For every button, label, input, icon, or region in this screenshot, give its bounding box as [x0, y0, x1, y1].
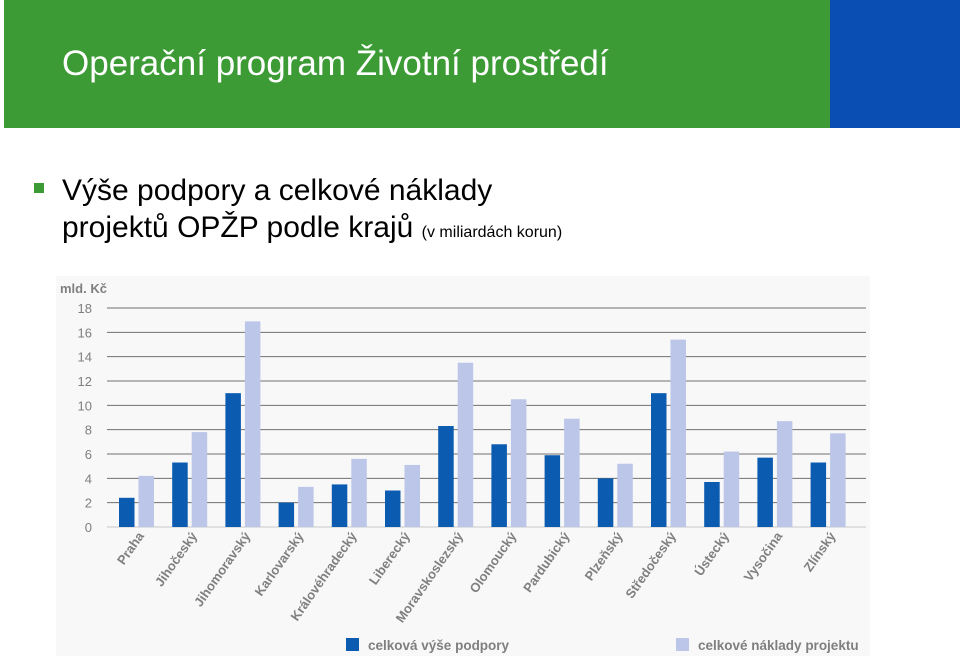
legend-label: celkové náklady projektu — [698, 638, 859, 653]
bar-support — [757, 457, 773, 527]
bar-cost — [830, 433, 846, 527]
bar-cost — [351, 458, 367, 527]
bar-cost — [723, 451, 740, 527]
bar-support — [172, 462, 188, 527]
x-tick-label: Jihočeský — [152, 528, 201, 589]
bar-cost — [564, 418, 580, 527]
legend-swatch — [346, 638, 359, 651]
y-tick-label: 16 — [78, 325, 92, 340]
x-tick-label: Liberecký — [366, 528, 414, 587]
y-tick-label: 2 — [85, 496, 92, 511]
slide-title: Operační program Životní prostředí — [62, 44, 609, 83]
x-tick-label: Praha — [114, 528, 147, 567]
bar-support — [810, 462, 827, 527]
bar-support — [119, 497, 135, 527]
y-tick-label: 14 — [78, 350, 92, 365]
bar-chart: 0 2 4 6 8 10 12 14 16 18 mld. Kč Praha JihočeskýJiho… — [60, 281, 866, 653]
bar-support — [491, 444, 507, 527]
x-tick-label: Ústecký — [691, 528, 732, 578]
bar-support — [704, 481, 720, 527]
y-axis-label: mld. Kč — [60, 281, 107, 296]
bar-support — [651, 393, 667, 527]
y-tick-label: 0 — [85, 520, 92, 535]
bar-cost — [457, 362, 474, 527]
x-tick-label: Jihomoravský — [191, 528, 254, 609]
slide-subtitle: Výše podpory a celkové náklady projektů … — [62, 172, 562, 251]
bullet-square-icon — [34, 183, 44, 193]
bar-support — [385, 490, 401, 527]
bar-support — [544, 455, 561, 527]
y-tick-label: 8 — [85, 423, 92, 438]
bar-cost — [617, 463, 633, 527]
subtitle-line-2: projektů OPŽP podle krajů — [62, 211, 414, 244]
bar-support — [331, 484, 348, 527]
bar-cost — [404, 464, 420, 527]
bar-support — [278, 502, 295, 527]
bar-support — [597, 478, 614, 527]
legend-label: celková výše podpory — [368, 638, 510, 653]
x-tick-label: Plzeňský — [582, 528, 627, 583]
x-tick-label: Zlínský — [801, 528, 839, 574]
bar-cost — [776, 421, 793, 527]
bar-cost — [244, 321, 261, 527]
subtitle-unit-note: (v miliardách korun) — [421, 224, 563, 241]
x-tick-label: Olomoucký — [466, 528, 519, 595]
bar-cost — [510, 399, 527, 527]
x-tick-label: Vysočina — [741, 528, 786, 584]
bar-support — [438, 426, 454, 527]
bar-cost — [670, 339, 686, 527]
x-tick-label: Středočeský — [622, 528, 679, 601]
y-tick-label: 10 — [78, 398, 92, 413]
title-bar — [4, 0, 830, 128]
x-tick-label: Karlovarský — [252, 528, 307, 598]
legend-swatch — [676, 638, 689, 651]
bar-support — [225, 393, 241, 527]
y-tick-label: 4 — [85, 471, 92, 486]
y-tick-label: 6 — [85, 447, 92, 462]
subtitle-line-1: Výše podpory a celkové náklady — [62, 174, 493, 207]
bar-cost — [298, 486, 314, 527]
x-tick-label: Pardubický — [520, 528, 573, 595]
y-tick-label: 12 — [78, 374, 92, 389]
title-bar-accent — [830, 0, 960, 128]
y-tick-label: 18 — [78, 301, 92, 316]
bar-cost — [138, 475, 154, 527]
bar-cost — [191, 432, 208, 527]
